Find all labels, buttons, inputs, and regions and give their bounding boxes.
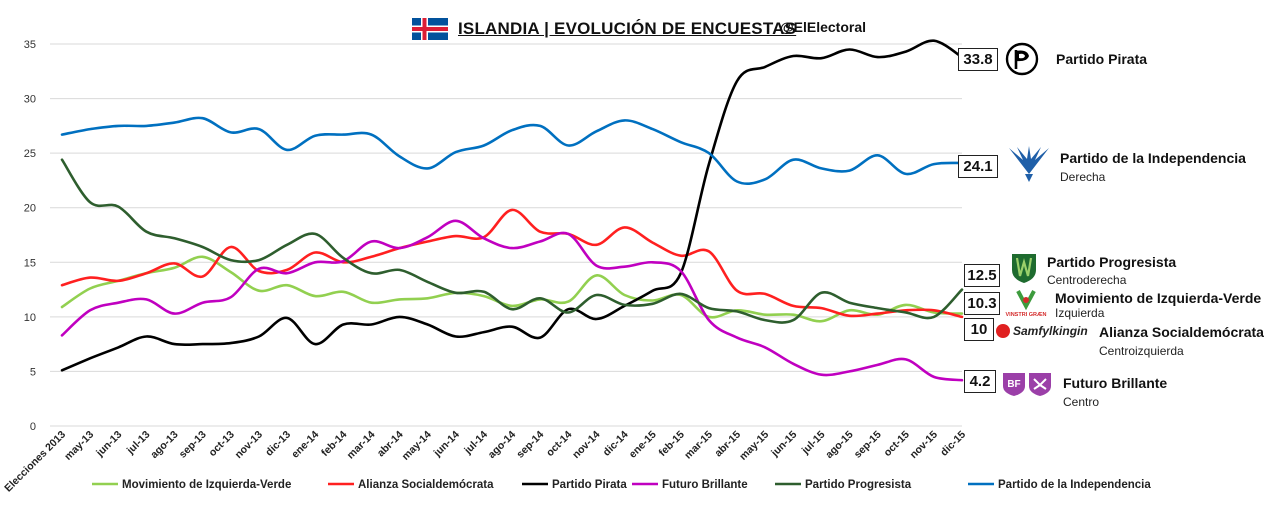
party-name-alianza: Alianza Socialdemócrata [1099,324,1264,340]
x-tick-label: dic-14 [601,429,631,459]
x-tick-label: oct-13 [207,429,237,459]
samfylkingin-logo-text: Samfylkingin [1013,324,1088,338]
x-tick-label: mar-15 [682,429,715,462]
title-block: ISLANDIA | EVOLUCIÓN DE ENCUESTAS [412,16,796,42]
vg-icon: VINSTRI GRÆN [1006,290,1047,318]
y-tick-label: 10 [24,312,36,324]
x-tick-label: jun-15 [768,429,799,460]
x-tick-label: oct-14 [544,429,574,459]
falcon-icon [1009,146,1049,182]
pirate-flag-icon [1005,42,1039,76]
x-tick-label: may-14 [400,429,434,463]
y-tick-label: 25 [24,148,36,160]
x-tick-label: nov-15 [908,429,941,462]
legend-label-futuro: Futuro Brillante [662,479,748,491]
shield-icon [1012,254,1036,283]
party-name-pirata: Partido Pirata [1056,51,1148,67]
x-tick-label: ene-14 [289,429,321,461]
x-tick-label: dic-13 [263,429,293,459]
party-name-progresista: Partido Progresista [1047,254,1177,270]
party-name-futuro: Futuro Brillante [1063,375,1168,391]
y-tick-label: 20 [24,203,36,215]
x-tick-label: oct-15 [882,429,912,459]
legend-label-progresista: Partido Progresista [805,479,912,491]
y-tick-label: 0 [30,421,36,433]
value-box-progresista: 12.5 [964,264,1000,287]
series-line-pirata [60,39,964,372]
x-tick-label: nov-13 [233,429,266,462]
x-tick-label: jun-14 [431,429,462,460]
x-tick-label: sep-13 [177,429,209,461]
series-line-movimiento [60,255,964,323]
bf-icon: BF [1003,373,1051,396]
y-tick-label: 35 [24,39,36,51]
x-tick-label: Elecciones 2013 [2,429,68,495]
legend-label-alianza: Alianza Socialdemócrata [358,479,494,491]
series-line-alianza [60,208,964,319]
chart-title: ISLANDIA | EVOLUCIÓN DE ENCUESTAS [458,19,797,38]
value-box-independencia: 24.1 [958,155,998,178]
x-tick-label: mar-14 [345,429,378,462]
rose-icon [996,324,1010,338]
party-ideology-progresista: Centroderecha [1047,273,1127,287]
twitter-handle: @ElElectoral [780,19,867,35]
party-ideology-futuro: Centro [1063,395,1100,409]
vg-logo-text: VINSTRI GRÆN [1006,312,1047,318]
x-tick-label: ago-13 [148,429,181,462]
series-line-futuro [60,219,964,382]
value-box-futuro: 4.2 [964,370,996,393]
gridlines [50,43,962,427]
series-line-independencia [60,116,964,186]
legend-label-independencia: Partido de la Independencia [998,479,1151,491]
x-tick-label: may-13 [62,429,96,463]
party-name-movimiento: Movimiento de Izquierda-Verde [1055,290,1262,306]
party-ideology-alianza: Centroizquierda [1099,344,1184,358]
x-tick-label: sep-15 [852,429,884,461]
bf-logo-text: BF [1007,379,1020,390]
y-tick-label: 15 [24,257,36,269]
y-tick-label: 5 [30,366,36,378]
legend-label-pirata: Partido Pirata [552,479,627,491]
value-box-movimiento: 10.3 [964,292,1000,315]
x-tick-label: ene-15 [627,429,659,461]
x-tick-label: nov-14 [570,429,603,462]
x-tick-label: jun-13 [93,429,124,460]
x-tick-label: ago-15 [823,429,856,462]
iceland-flag-icon [412,18,448,40]
legend: Movimiento de Izquierda-Verde Alianza Soc… [92,479,1151,491]
series-line-progresista [60,158,964,324]
y-tick-label: 30 [24,94,36,106]
value-box-pirata: 33.8 [958,48,998,71]
x-tick-label: sep-14 [514,429,546,461]
x-tick-label: may-15 [737,429,771,463]
value-box-alianza: 10 [964,318,994,341]
party-ideology-independencia: Derecha [1060,170,1106,184]
party-ideology-movimiento: Izquierda [1055,306,1105,320]
legend-label-movimiento: Movimiento de Izquierda-Verde [122,479,291,491]
y-axis-ticks: 0 5 10 15 20 25 30 35 [24,39,36,433]
party-name-independencia: Partido de la Independencia [1060,150,1246,166]
x-tick-label: dic-15 [938,429,968,459]
series-lines [60,39,964,382]
x-tick-label: ago-14 [486,429,519,462]
